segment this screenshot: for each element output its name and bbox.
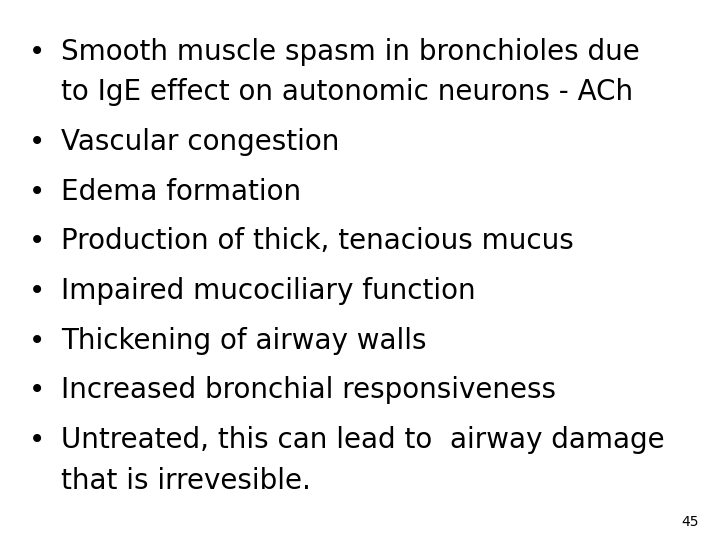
Text: •: •	[29, 277, 45, 305]
Text: Edema formation: Edema formation	[61, 178, 302, 206]
Text: Impaired mucociliary function: Impaired mucociliary function	[61, 277, 476, 305]
Text: Production of thick, tenacious mucus: Production of thick, tenacious mucus	[61, 227, 574, 255]
Text: Vascular congestion: Vascular congestion	[61, 128, 340, 156]
Text: •: •	[29, 227, 45, 255]
Text: to IgE effect on autonomic neurons - ACh: to IgE effect on autonomic neurons - ACh	[61, 78, 634, 106]
Text: •: •	[29, 426, 45, 454]
Text: that is irrevesible.: that is irrevesible.	[61, 467, 311, 495]
Text: Thickening of airway walls: Thickening of airway walls	[61, 327, 427, 355]
Text: Increased bronchial responsiveness: Increased bronchial responsiveness	[61, 376, 557, 404]
Text: •: •	[29, 178, 45, 206]
Text: •: •	[29, 38, 45, 66]
Text: •: •	[29, 128, 45, 156]
Text: 45: 45	[681, 515, 698, 529]
Text: Smooth muscle spasm in bronchioles due: Smooth muscle spasm in bronchioles due	[61, 38, 640, 66]
Text: •: •	[29, 376, 45, 404]
Text: Untreated, this can lead to  airway damage: Untreated, this can lead to airway damag…	[61, 426, 665, 454]
Text: •: •	[29, 327, 45, 355]
